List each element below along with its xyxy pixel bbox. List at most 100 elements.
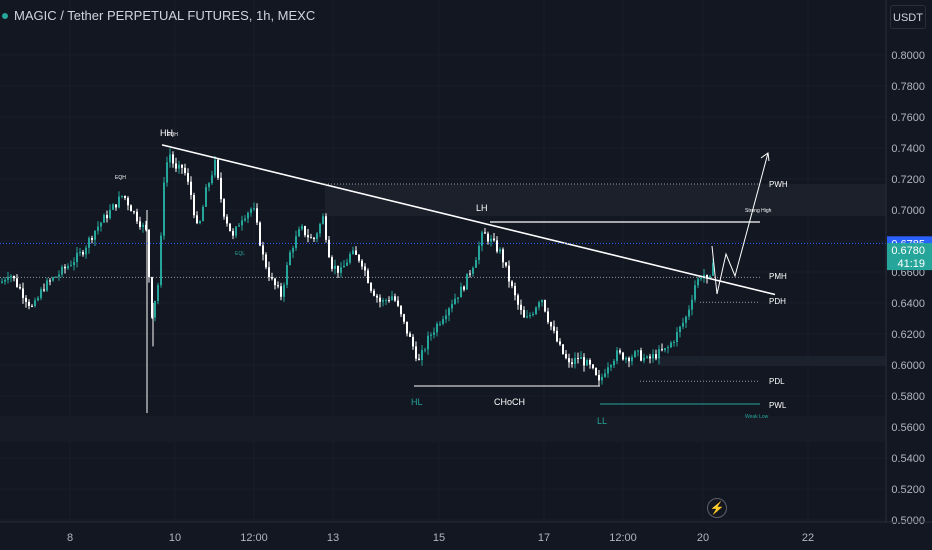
eqh-label-2: EQH [167, 132, 178, 138]
candle-body [406, 321, 408, 334]
candle-body [166, 162, 168, 183]
candle-body [373, 290, 375, 296]
candle-body [10, 275, 12, 278]
candle-body [76, 252, 78, 263]
candle-body [586, 359, 588, 366]
candle-body [337, 265, 339, 273]
candle-body [361, 260, 363, 267]
candle-body [64, 266, 66, 269]
candle-body [82, 252, 84, 255]
candle-body [103, 214, 105, 223]
candle-body [607, 367, 609, 374]
candle-body [625, 357, 627, 360]
candle-body [319, 224, 321, 234]
candle-body [469, 273, 471, 275]
candle-body [214, 159, 216, 176]
candle-body [511, 281, 513, 287]
candle-body [208, 183, 210, 188]
candle-body [580, 357, 582, 359]
candle-body [568, 358, 570, 363]
candle-body [349, 254, 351, 263]
candle-body [613, 360, 615, 366]
candle-body [487, 233, 489, 242]
pdl-label: PDL [769, 377, 785, 386]
candle-body [493, 238, 495, 241]
candle-body [577, 358, 579, 360]
candle-body [265, 254, 267, 268]
candle-body [223, 199, 225, 217]
candle-body [574, 358, 576, 365]
candle-body [454, 298, 456, 305]
candle-body [28, 301, 30, 306]
candle-body [448, 308, 450, 316]
candle-body [442, 319, 444, 324]
candle-body [484, 232, 486, 234]
candle-body [277, 285, 279, 287]
candle-body [193, 195, 195, 216]
candle-body [436, 323, 438, 333]
candle-body [547, 311, 549, 323]
candle-body [298, 229, 300, 237]
bolt-icon[interactable]: ⚡ [707, 498, 727, 518]
candle-body [184, 167, 186, 174]
candle-body [232, 231, 234, 236]
candle-body [211, 175, 213, 184]
candle-body [601, 376, 603, 381]
candle-body [667, 347, 669, 349]
candle-body [34, 300, 36, 307]
candle-body [685, 316, 687, 323]
currency-button[interactable]: USDT [890, 5, 926, 29]
candle-body [706, 274, 708, 279]
candle-body [226, 216, 228, 224]
candle-body [388, 300, 390, 302]
candle-body [190, 181, 192, 196]
candle-body [148, 229, 150, 278]
candle-body [631, 357, 633, 362]
candle-body [130, 205, 132, 212]
time-tick-label: 12:00 [609, 532, 637, 544]
candle-body [583, 357, 585, 366]
candle-body [517, 295, 519, 305]
candle-body [490, 238, 492, 242]
candle-body [52, 277, 54, 281]
candle-body [460, 286, 462, 298]
price-tick-label: 0.5600 [891, 422, 925, 434]
current-price-tag [887, 243, 932, 271]
candle-body [286, 265, 288, 285]
time-tick-label: 22 [802, 532, 814, 544]
candle-body [262, 245, 264, 255]
candle-body [295, 236, 297, 249]
candle-body [19, 286, 21, 289]
candle-body [229, 223, 231, 232]
price-tick-label: 0.7000 [891, 205, 925, 217]
candle-body [316, 233, 318, 240]
candle-body [616, 350, 618, 361]
candle-body [397, 300, 399, 306]
projection-arrowhead [760, 152, 770, 162]
pmh-label: PMH [769, 272, 787, 281]
candle-body [313, 237, 315, 240]
candle-body [697, 278, 699, 286]
candle-body [691, 299, 693, 310]
candle-body [466, 273, 468, 290]
candle-body [496, 240, 498, 252]
candle-body [379, 297, 381, 302]
candle-body [643, 357, 645, 361]
candle-body [100, 222, 102, 227]
candle-body [322, 216, 324, 225]
price-tick-label: 0.6000 [891, 360, 925, 372]
candle-body [106, 214, 108, 219]
candle-body [154, 300, 156, 318]
candle-body [67, 265, 69, 269]
candle-body [622, 352, 624, 360]
countdown-text: 41:19 [897, 258, 925, 270]
candle-body [394, 296, 396, 301]
candle-body [151, 277, 153, 318]
candle-body [37, 297, 39, 301]
candle-body [301, 226, 303, 230]
candle-body [571, 362, 573, 365]
candle-body [445, 315, 447, 320]
candle-body [112, 204, 114, 210]
candle-body [682, 322, 684, 327]
